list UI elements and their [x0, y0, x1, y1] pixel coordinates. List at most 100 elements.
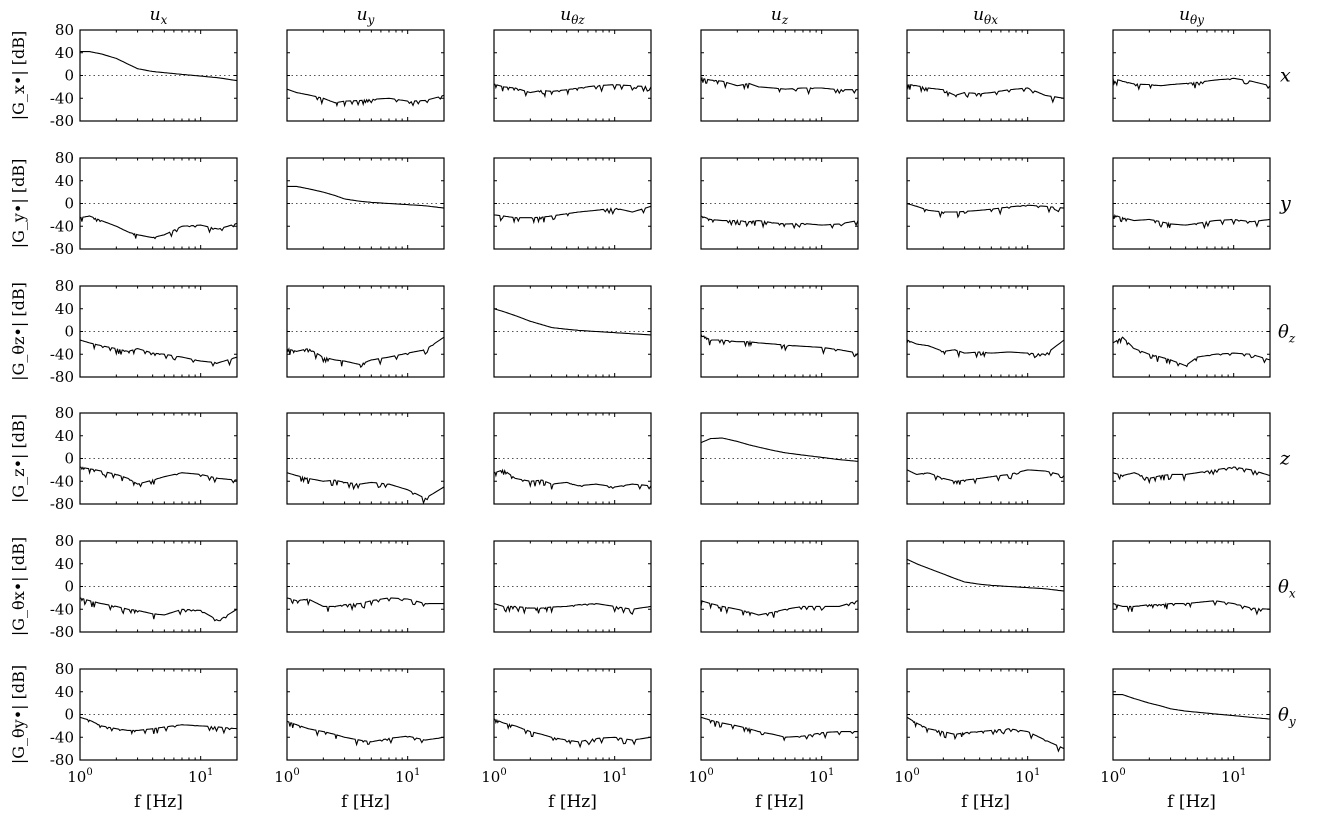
panel-frame: [493, 29, 652, 122]
magnitude-series-line: [286, 88, 445, 108]
panel-frame: [1112, 29, 1271, 122]
column-title: uz: [771, 5, 789, 27]
x-axis-label: f [Hz]: [341, 792, 390, 812]
y-tick-label: 0: [64, 706, 74, 724]
panel-frame: [906, 412, 1065, 505]
panel-z-u_θx: [906, 412, 1065, 505]
y-tick-label: 80: [55, 660, 74, 678]
y-tick-label: 40: [55, 172, 74, 190]
panel-y-u_θy: [1112, 157, 1271, 250]
panel-x-u_z: [700, 29, 859, 122]
y-axis-label: |G_z•| [dB]: [9, 414, 28, 503]
y-tick-label: 80: [55, 149, 74, 167]
x-tick-label: 100: [481, 767, 506, 786]
panel-z-u_z: [700, 412, 859, 505]
y-axis-label: |G_θy•| [dB]: [9, 665, 28, 764]
panel-θx-u_θy: [1112, 540, 1271, 633]
x-axis-label: f [Hz]: [548, 792, 597, 812]
panel-frame: [1112, 668, 1271, 761]
panel-frame: [286, 157, 445, 250]
panel-θy-u_θy: [1112, 668, 1271, 761]
panel-z-u_θz: [493, 412, 652, 505]
magnitude-series-line: [493, 603, 652, 616]
magnitude-series-line: [80, 51, 238, 82]
panel-θx-u_θz: [493, 540, 652, 633]
y-tick-label: 40: [55, 44, 74, 62]
y-tick-label: -40: [50, 728, 74, 746]
panel-frame: [286, 412, 445, 505]
panel-θx-u_x: [79, 540, 238, 633]
panel-x-u_θz: [493, 29, 652, 122]
x-tick-label: 100: [67, 767, 92, 786]
y-tick-label: -40: [50, 89, 74, 107]
y-axis-label: |G_y•| [dB]: [9, 159, 28, 249]
panel-θx-u_y: [286, 540, 445, 633]
y-tick-label: 40: [55, 300, 74, 318]
panel-frame: [493, 540, 652, 633]
panel-frame: [286, 285, 445, 378]
panel-x-u_θy: [1112, 29, 1271, 122]
panel-z-u_y: [286, 412, 445, 505]
panel-x-u_y: [286, 29, 445, 122]
y-axis-label: |G_θx•| [dB]: [9, 537, 28, 636]
panel-frame: [906, 29, 1065, 122]
magnitude-series-line: [1112, 214, 1271, 230]
x-tick-label: 101: [188, 767, 213, 786]
row-label: θz: [1278, 322, 1296, 346]
x-axis-label: f [Hz]: [755, 792, 804, 812]
column-title: uθz: [560, 5, 585, 27]
panel-frame: [700, 540, 859, 633]
magnitude-series-line: [79, 466, 238, 488]
x-tick-label: 101: [1015, 767, 1040, 786]
magnitude-series-line: [286, 472, 445, 505]
panel-frame: [700, 285, 859, 378]
panel-θz-u_θx: [906, 285, 1065, 378]
row-label: z: [1279, 448, 1291, 470]
column-title: uθy: [1179, 5, 1204, 27]
panel-y-u_x: [79, 157, 238, 250]
panel-frame: [906, 540, 1065, 633]
x-tick-label: 101: [395, 767, 420, 786]
magnitude-series-line: [906, 716, 1065, 753]
y-tick-label: 0: [64, 450, 74, 468]
magnitude-series-line: [700, 716, 858, 742]
panel-θz-u_z: [700, 285, 859, 378]
y-tick-label: 80: [55, 21, 74, 39]
magnitude-series-line: [906, 469, 1065, 486]
panel-frame: [493, 157, 652, 250]
y-tick-label: 40: [55, 555, 74, 573]
y-tick-label: 0: [64, 67, 74, 85]
panel-frame: [79, 29, 238, 122]
y-tick-label: 0: [64, 323, 74, 341]
panel-y-u_θx: [906, 157, 1065, 250]
y-tick-label: -80: [50, 623, 74, 641]
magnitude-series-line: [1112, 336, 1271, 368]
magnitude-series-line: [286, 597, 444, 612]
magnitude-series-line: [493, 205, 652, 225]
panel-frame: [700, 29, 859, 122]
panel-frame: [79, 285, 238, 378]
magnitude-series-line: [700, 334, 859, 358]
panel-θy-u_θz: [493, 668, 652, 761]
x-tick-label: 101: [602, 767, 627, 786]
magnitude-series-line: [1112, 77, 1271, 91]
panel-frame: [286, 29, 445, 122]
x-axis-label: f [Hz]: [134, 792, 183, 812]
magnitude-series-line: [493, 718, 652, 749]
magnitude-series-line: [79, 339, 238, 368]
panel-frame: [1112, 285, 1271, 378]
panel-θy-u_y: [286, 668, 445, 761]
magnitude-series-line: [906, 202, 1065, 219]
column-title: uθx: [973, 5, 998, 27]
panel-frame: [493, 668, 652, 761]
panel-frame: [79, 157, 238, 250]
y-tick-label: 80: [55, 532, 74, 550]
y-tick-label: 80: [55, 404, 74, 422]
row-label: y: [1279, 193, 1291, 215]
panel-θz-u_θz: [493, 285, 652, 378]
magnitude-series-line: [700, 437, 859, 462]
panel-θz-u_x: [79, 285, 238, 378]
y-axis-label: |G_x•| [dB]: [9, 31, 28, 121]
x-axis-label: f [Hz]: [1167, 792, 1216, 812]
y-tick-label: 0: [64, 578, 74, 596]
